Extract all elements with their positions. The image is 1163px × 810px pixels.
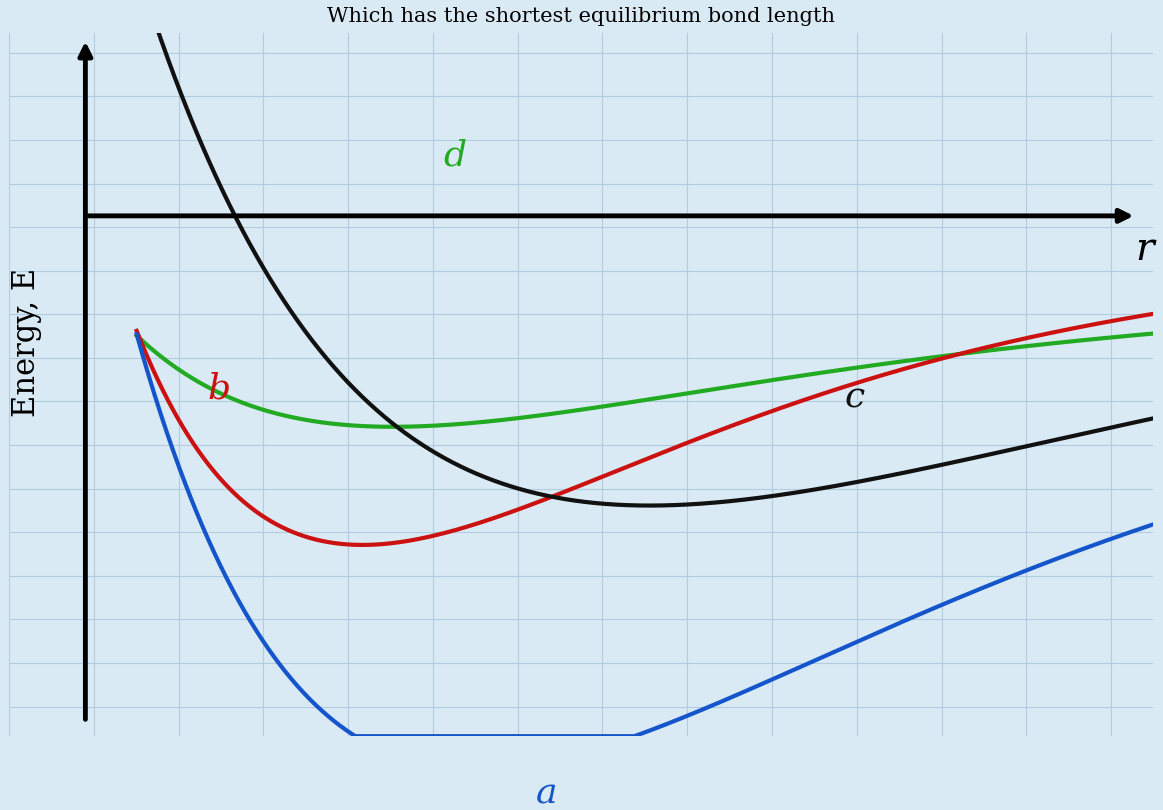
- Text: r: r: [1135, 231, 1154, 268]
- Text: c: c: [844, 380, 865, 414]
- Text: b: b: [207, 372, 230, 406]
- Text: d: d: [443, 139, 466, 173]
- Title: Which has the shortest equilibrium bond length: Which has the shortest equilibrium bond …: [327, 7, 835, 26]
- Text: a: a: [536, 777, 558, 810]
- Text: Energy, E: Energy, E: [10, 268, 42, 417]
